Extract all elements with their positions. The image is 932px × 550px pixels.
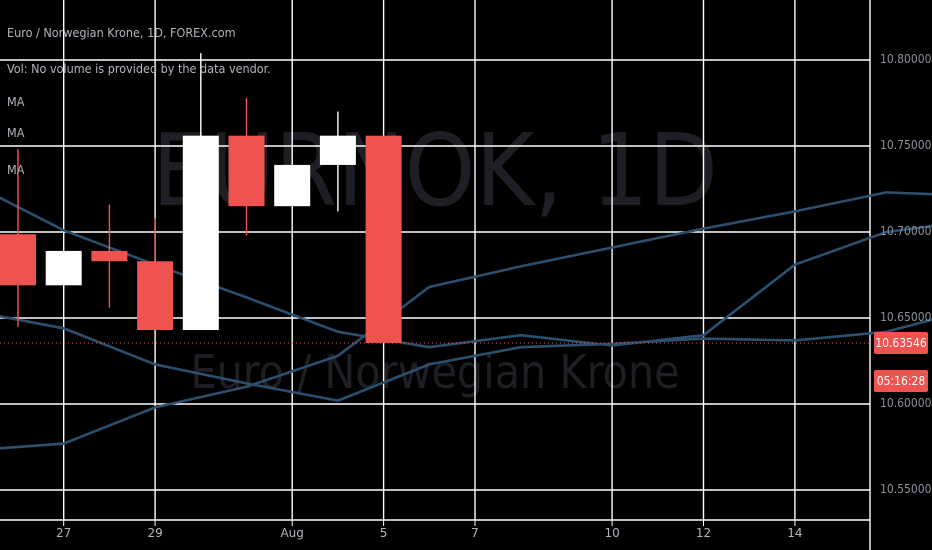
price-tick-label: 10.55000 xyxy=(880,482,932,496)
candle xyxy=(319,111,356,212)
watermark-name: Euro / Norwegian Krone xyxy=(190,345,679,399)
time-tick-label: 7 xyxy=(471,526,479,540)
candle-body xyxy=(0,234,36,286)
time-tick-label: 5 xyxy=(380,526,388,540)
candle-body xyxy=(91,250,128,262)
price-tick-label: 10.70000 xyxy=(880,224,932,238)
time-tick-label: 27 xyxy=(56,526,71,540)
ma-legend-1[interactable]: MA xyxy=(7,94,25,109)
candle-body xyxy=(182,135,219,331)
ma-line xyxy=(0,191,932,450)
candles xyxy=(0,53,402,343)
candle-body xyxy=(45,250,82,286)
price-tick-label: 10.60000 xyxy=(880,396,932,410)
volume-note: Vol: No volume is provided by the data v… xyxy=(7,61,271,76)
time-tick-label: Aug xyxy=(280,526,303,540)
last-price-tag: 10.63546 xyxy=(874,332,928,354)
price-tick-label: 10.75000 xyxy=(880,138,932,152)
candle xyxy=(45,250,82,289)
time-axis[interactable]: 27 29 Aug 5 7 10 12 14 xyxy=(56,520,803,540)
chart-title: Euro / Norwegian Krone, 1D, FOREX.com xyxy=(7,25,236,40)
price-tick-label: 10.65000 xyxy=(880,310,932,324)
time-tick-label: 10 xyxy=(604,526,619,540)
price-tick-label: 10.80000 xyxy=(880,52,932,66)
candle xyxy=(274,159,311,207)
ma-legend-2[interactable]: MA xyxy=(7,125,25,140)
candle xyxy=(365,135,402,343)
candle xyxy=(0,149,36,327)
time-tick-label: 12 xyxy=(696,526,711,540)
candle-body xyxy=(274,164,311,207)
candle xyxy=(182,53,219,331)
candle-body xyxy=(365,135,402,343)
ma-legend-3[interactable]: MA xyxy=(7,162,25,177)
candle xyxy=(137,218,174,331)
candle-body xyxy=(137,261,174,331)
candle-body xyxy=(228,135,265,207)
candle xyxy=(91,204,128,308)
candle xyxy=(228,97,265,236)
candle-body xyxy=(319,135,356,165)
bar-countdown-tag: 05:16:28 xyxy=(874,370,928,392)
time-tick-label: 14 xyxy=(787,526,802,540)
price-axis[interactable]: 10.80000 10.75000 10.70000 10.65000 10.60000… xyxy=(870,0,932,550)
grid xyxy=(0,0,871,550)
ma-line xyxy=(0,314,932,402)
time-tick-label: 29 xyxy=(147,526,162,540)
